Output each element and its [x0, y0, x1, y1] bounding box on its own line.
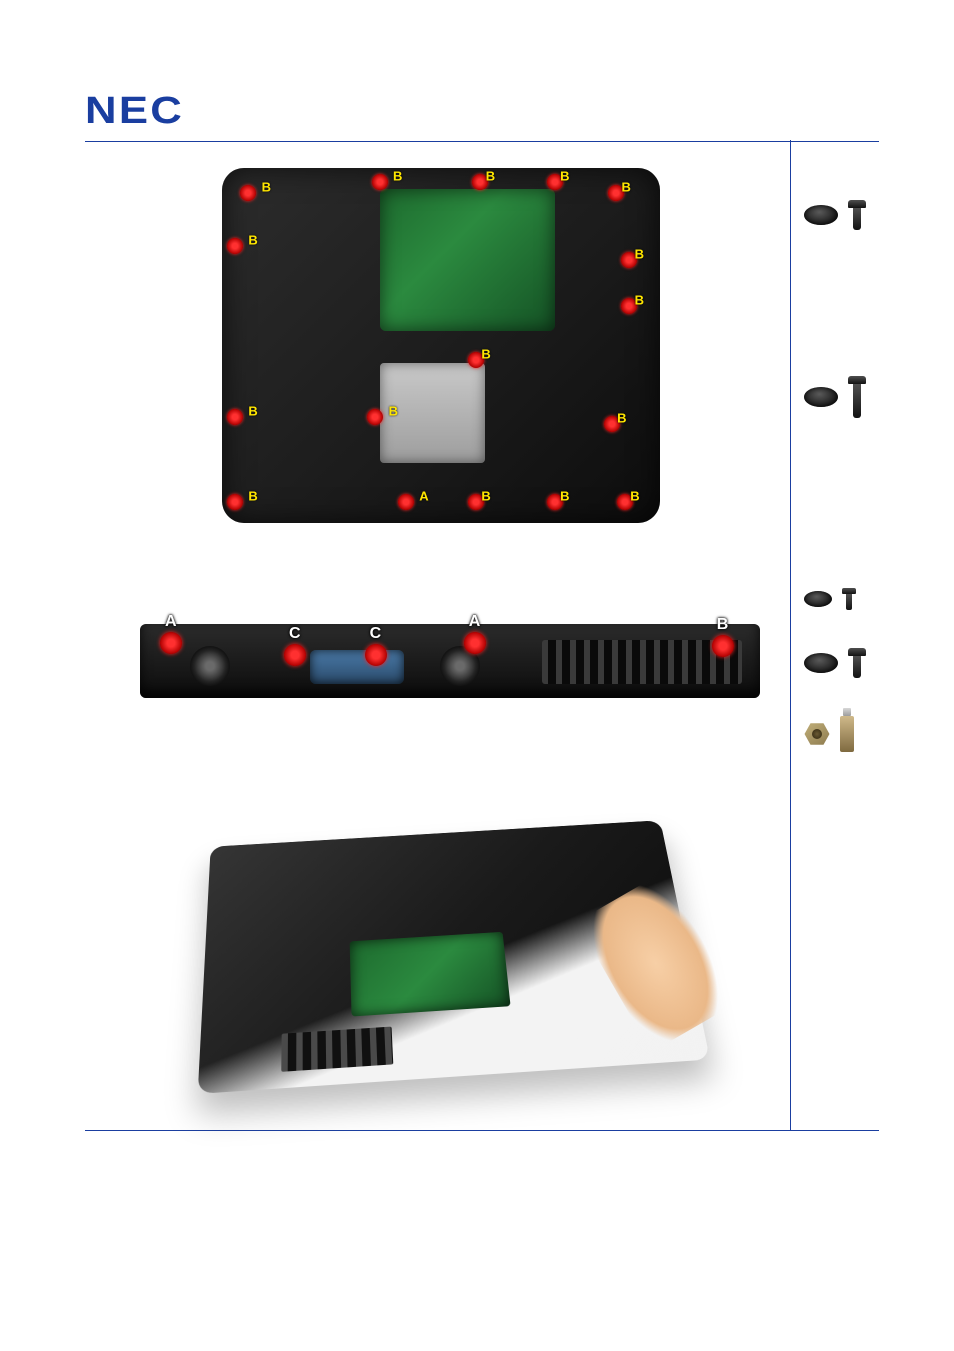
screw-key-hex — [804, 716, 854, 752]
screw-marker — [372, 174, 388, 190]
screw-label: B — [248, 488, 257, 503]
screw-label: B — [389, 403, 398, 418]
screw-label: B — [717, 616, 729, 634]
figure-rear-panel: ACCAB — [140, 624, 760, 698]
screw-label: C — [289, 625, 301, 643]
screw-label: B — [262, 179, 271, 194]
port-vga — [310, 650, 404, 684]
standoff-icon — [840, 716, 854, 752]
screw-key-a — [804, 200, 866, 230]
screw-top-icon — [804, 387, 838, 407]
screw-key-rear-a — [804, 588, 856, 610]
screw-label: A — [419, 488, 428, 503]
screw-marker — [227, 494, 243, 510]
hex-nut-icon — [804, 722, 830, 746]
header-rule — [85, 141, 879, 142]
screw-label: C — [370, 625, 382, 643]
screw-label: B — [635, 293, 644, 308]
port-svideo-1 — [190, 646, 230, 686]
screw-marker — [284, 644, 306, 666]
screw-side-tall-icon — [848, 376, 866, 418]
screw-key-rear-b — [804, 648, 866, 678]
footer-rule — [85, 1130, 879, 1131]
laptop-base-photo — [222, 168, 660, 523]
screw-marker — [712, 635, 734, 657]
nec-logo: NEC — [85, 90, 954, 133]
screw-label: B — [560, 169, 569, 184]
figure-lift-housing — [206, 812, 686, 1082]
screw-label: B — [248, 233, 257, 248]
screw-label: B — [481, 488, 490, 503]
screw-label: B — [635, 247, 644, 262]
screw-top-icon — [804, 653, 838, 673]
screw-label: B — [393, 169, 402, 184]
screw-marker — [398, 494, 414, 510]
rear-panel-photo — [140, 624, 760, 698]
screw-marker — [240, 185, 256, 201]
screw-label: B — [248, 403, 257, 418]
screw-marker — [367, 409, 383, 425]
screw-label: A — [165, 613, 177, 631]
screw-label: B — [617, 410, 626, 425]
screw-label: B — [486, 169, 495, 184]
screw-top-sm-icon — [804, 591, 832, 607]
screw-label: B — [560, 488, 569, 503]
vertical-rule — [790, 140, 791, 1130]
figure-laptop-underside: B B B B B B B B B B B B B A B B B — [222, 168, 660, 523]
screw-label: A — [469, 613, 481, 631]
screw-marker — [464, 632, 486, 654]
screw-key-b — [804, 376, 866, 418]
screw-label: B — [621, 179, 630, 194]
screw-label: B — [481, 346, 490, 361]
screw-side-sm-icon — [842, 588, 856, 610]
screw-side-icon — [848, 648, 866, 678]
screw-label: B — [630, 488, 639, 503]
screw-marker — [227, 409, 243, 425]
screw-side-icon — [848, 200, 866, 230]
screw-marker — [365, 644, 387, 666]
screw-top-icon — [804, 205, 838, 225]
